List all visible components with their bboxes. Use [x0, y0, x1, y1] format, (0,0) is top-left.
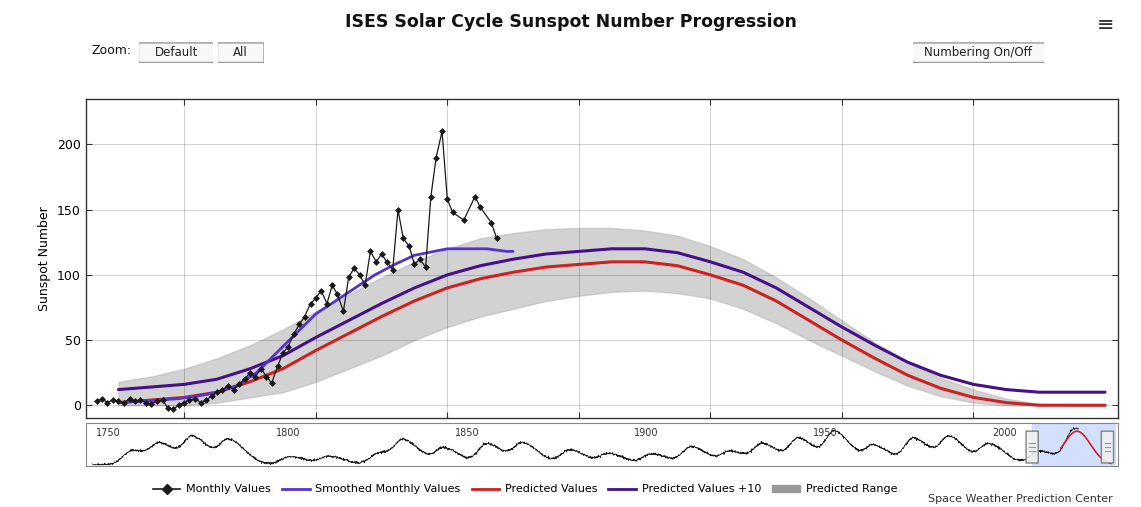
Bar [1033, 423, 1115, 466]
FancyBboxPatch shape [1101, 431, 1114, 463]
Text: ≡: ≡ [1098, 15, 1115, 35]
Text: 1900: 1900 [634, 428, 658, 438]
FancyBboxPatch shape [138, 43, 215, 62]
Text: 1850: 1850 [455, 428, 479, 438]
Y-axis label: Sunspot Number: Sunspot Number [39, 206, 51, 311]
Text: 1800: 1800 [276, 428, 300, 438]
Text: Default: Default [154, 46, 199, 59]
Legend: Monthly Values, Smoothed Monthly Values, Predicted Values, Predicted Values +10,: Monthly Values, Smoothed Monthly Values,… [148, 480, 901, 499]
Text: ISES Solar Cycle Sunspot Number Progression: ISES Solar Cycle Sunspot Number Progress… [345, 13, 796, 31]
FancyBboxPatch shape [912, 43, 1045, 62]
Text: All: All [234, 46, 248, 59]
Text: Numbering On/Off: Numbering On/Off [924, 46, 1033, 59]
Text: 2000: 2000 [993, 428, 1018, 438]
FancyBboxPatch shape [218, 43, 264, 62]
Text: Space Weather Prediction Center: Space Weather Prediction Center [928, 494, 1112, 504]
FancyBboxPatch shape [1026, 431, 1038, 463]
Text: 1750: 1750 [96, 428, 121, 438]
Text: Zoom:: Zoom: [91, 44, 131, 57]
X-axis label: Universal Time: Universal Time [556, 442, 648, 455]
Text: 1950: 1950 [814, 428, 837, 438]
